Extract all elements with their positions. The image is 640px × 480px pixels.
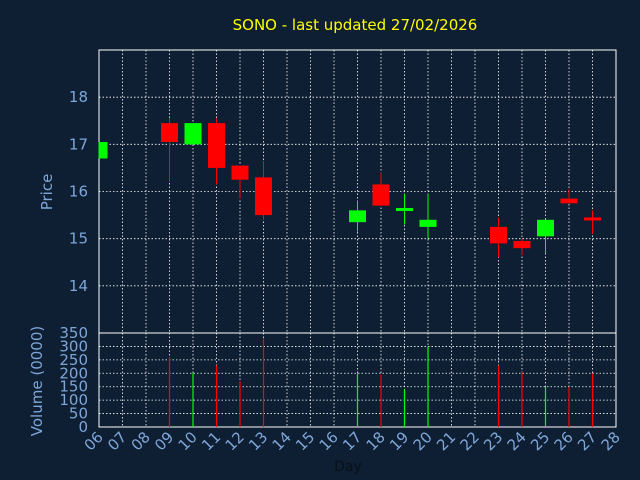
candle-09 (161, 118, 178, 183)
x-tick-label: 15 (292, 428, 318, 454)
x-tick-label: 27 (574, 428, 600, 454)
volume-y-tick-label: 100 (59, 391, 88, 409)
candle-body (208, 123, 225, 168)
candle-23 (490, 217, 507, 258)
candle-25 (537, 219, 554, 253)
candle-10 (184, 123, 202, 145)
price-panel: 14 15 16 17 18 Price (38, 49, 617, 334)
candle-18 (372, 172, 390, 206)
candle-06 (98, 141, 108, 159)
x-tick-label: 28 (598, 428, 624, 454)
x-tick-label: 13 (245, 428, 271, 454)
x-tick-label: 21 (433, 428, 459, 454)
price-y-tick-labels: 14 15 16 17 18 (69, 88, 88, 295)
candle-11 (208, 118, 225, 185)
candle-19 (396, 193, 413, 225)
candles (98, 118, 601, 258)
candle-body (231, 165, 249, 180)
candle-body (537, 219, 554, 237)
x-tick-label: 16 (316, 428, 342, 454)
price-y-tick-label: 14 (69, 277, 88, 295)
candle-body (161, 123, 178, 142)
volume-y-tick-label: 200 (59, 364, 88, 382)
candle-body (99, 141, 108, 159)
x-tick-label: 17 (339, 428, 365, 454)
candle-body (513, 241, 531, 249)
x-tick-label: 09 (151, 428, 177, 454)
candle-13 (255, 160, 272, 220)
candle-body (419, 219, 437, 227)
candle-body (396, 208, 413, 212)
candle-body (584, 217, 601, 221)
x-tick-label: 19 (386, 428, 412, 454)
x-tick-label: 26 (551, 428, 577, 454)
x-tick-label: 11 (198, 428, 224, 454)
price-grid (99, 50, 617, 333)
volume-y-tick-label: 50 (69, 405, 88, 423)
candle-body (490, 226, 507, 244)
x-tick-label: 24 (504, 428, 530, 454)
x-tick-labels: 0607080910111213141516171819202122232425… (81, 428, 624, 454)
x-tick-label: 23 (480, 428, 506, 454)
candle-body (184, 123, 202, 145)
candle-body (560, 198, 578, 204)
candle-body (372, 184, 390, 206)
volume-y-tick-label: 300 (59, 337, 88, 355)
volume-y-tick-label: 150 (59, 378, 88, 396)
price-axis-label: Price (38, 174, 56, 211)
volume-axis-label: Volume (0000) (28, 326, 46, 436)
price-y-tick-label: 17 (69, 135, 88, 153)
volume-y-tick-label: 0 (78, 418, 88, 436)
x-tick-label: 10 (175, 428, 201, 454)
volume-bars (168, 338, 594, 427)
volume-y-tick-label: 350 (59, 324, 88, 342)
candle-12 (231, 165, 249, 199)
candle-body (349, 210, 366, 223)
x-tick-label: 08 (128, 428, 154, 454)
x-tick-label: 18 (363, 428, 389, 454)
candle-17 (349, 200, 366, 232)
price-y-tick-label: 18 (69, 88, 88, 106)
candle-26 (560, 189, 578, 204)
chart-title: SONO - last updated 27/02/2026 (233, 16, 478, 34)
x-tick-label: 12 (222, 428, 248, 454)
x-tick-label: 20 (410, 428, 436, 454)
volume-y-tick-label: 250 (59, 351, 88, 369)
candle-20 (419, 193, 437, 239)
candle-body (255, 177, 272, 216)
x-tick-label: 07 (104, 428, 130, 454)
x-axis-label: Day (334, 459, 362, 475)
x-tick-label: 14 (269, 428, 295, 454)
x-tick-label: 25 (527, 428, 553, 454)
candle-27 (584, 210, 601, 234)
x-tick-label: 22 (457, 428, 483, 454)
price-y-tick-label: 15 (69, 230, 88, 248)
candle-24 (513, 238, 531, 256)
price-y-tick-label: 16 (69, 183, 88, 201)
